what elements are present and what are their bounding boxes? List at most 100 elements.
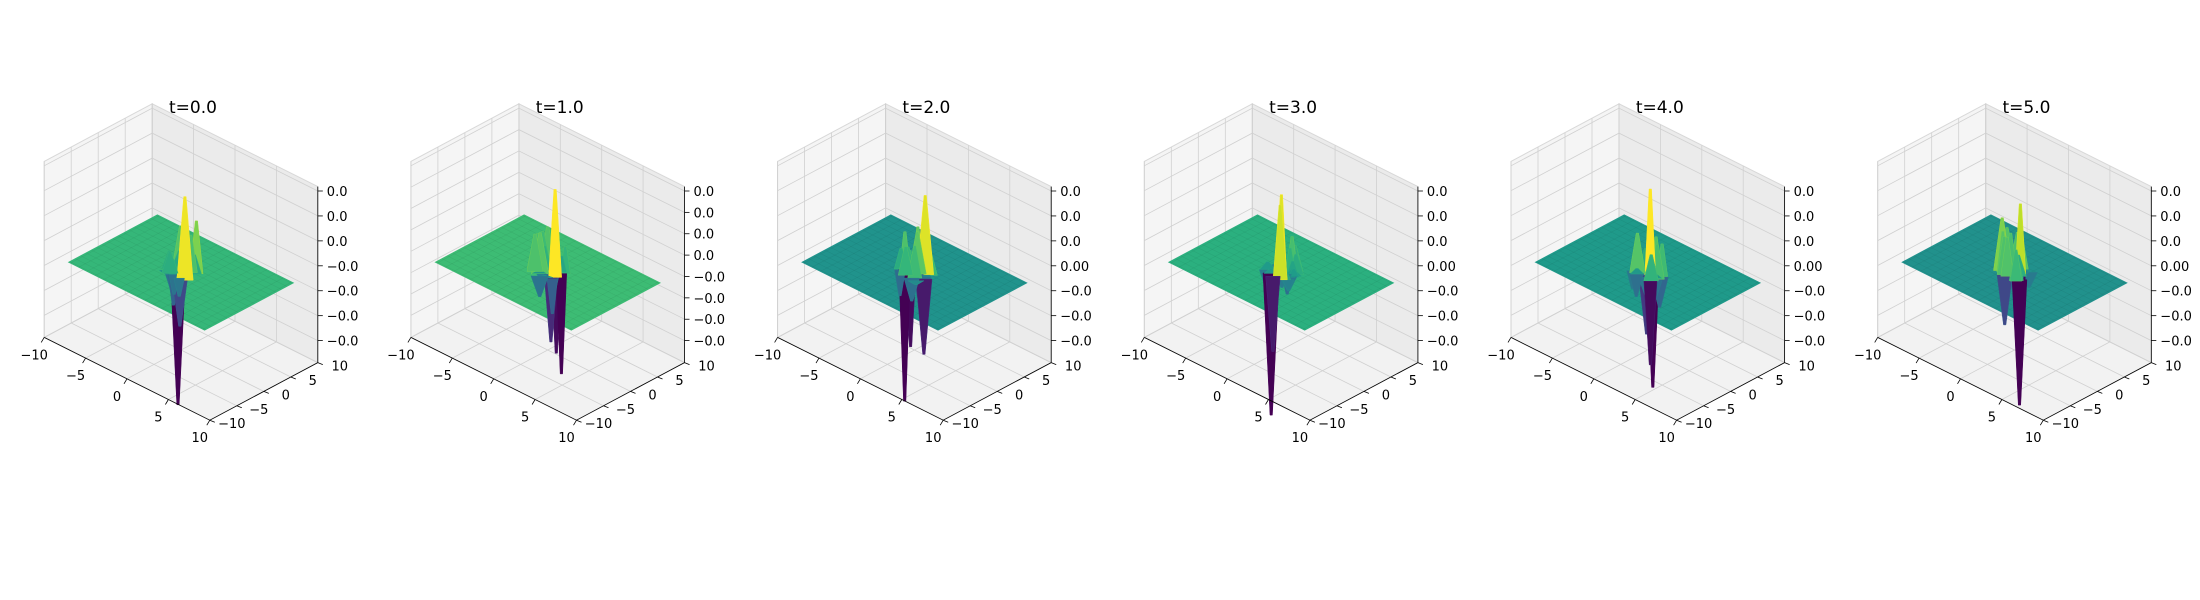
y-tick-label: 0 [1382, 388, 1390, 403]
mesh-line [1547, 255, 1684, 325]
x-tick [1140, 337, 1145, 343]
mesh-line [139, 223, 277, 293]
mesh-line [95, 227, 185, 276]
grid-line [1904, 147, 2071, 407]
grid-line [1170, 147, 1338, 407]
z-tick-label: −0.0 [694, 292, 726, 307]
x-tick [573, 419, 577, 426]
grid-line [97, 132, 264, 392]
y-tick [1390, 376, 1397, 380]
y-tick-label: 10 [1065, 360, 1082, 375]
y-tick-label: 5 [309, 374, 317, 389]
x-tick [407, 337, 412, 343]
x-tick [774, 337, 778, 343]
mesh-line [1920, 223, 2010, 272]
mesh-line [873, 223, 1010, 293]
x-tick-label: 5 [1254, 411, 1262, 426]
mesh-line [819, 252, 956, 322]
x-tick [40, 337, 45, 343]
mesh-line [458, 249, 595, 319]
grid-line [1537, 147, 1704, 407]
surface-spike [1265, 276, 1281, 352]
mesh-line [812, 219, 901, 268]
mesh-line [1973, 223, 2110, 293]
y-tick [970, 405, 976, 409]
grid-line [1144, 132, 1419, 217]
y-tick-label: −10 [951, 417, 978, 432]
mesh-line [2011, 269, 2101, 318]
mesh-line [889, 215, 1026, 284]
x-tick-label: −10 [754, 348, 781, 363]
x-tick [857, 378, 861, 385]
x-tick [123, 378, 128, 385]
grid-line [1510, 157, 1785, 242]
y-tick-label: 10 [1798, 360, 1815, 375]
mesh-line [96, 246, 233, 316]
z-tick-label: −0.0 [2160, 335, 2192, 350]
y-tick [2043, 419, 2049, 423]
mesh-line [202, 281, 292, 330]
grid-line [1877, 207, 2152, 292]
z-tick-label: −0.0 [1794, 310, 1826, 325]
y-tick-label: 0 [2115, 388, 2123, 403]
mesh-line [1617, 218, 1754, 287]
grid-line [491, 118, 658, 378]
y-tick-label: −5 [1349, 403, 1368, 418]
mesh-line [186, 273, 276, 322]
subplot-title: t=0.0 [169, 98, 217, 118]
x-tick-label: 10 [2025, 431, 2042, 446]
x-axis-line [410, 337, 577, 421]
x-tick-label: 0 [846, 390, 854, 405]
surface-spike [2009, 249, 2023, 282]
mesh-line [1989, 215, 2126, 284]
x-tick [82, 357, 86, 364]
mesh-line [70, 215, 160, 264]
subplot-title: t=2.0 [902, 98, 950, 118]
x-tick [206, 419, 211, 426]
z-tick-label: −0.0 [1060, 310, 1092, 325]
y-tick-label: 10 [332, 360, 349, 375]
y-tick-label: 10 [1432, 360, 1449, 375]
y-tick [1730, 391, 1736, 394]
y-tick-label: −5 [1716, 403, 1735, 418]
grid-line [777, 107, 1052, 192]
mesh-line [828, 227, 918, 276]
grid-line [70, 147, 237, 407]
mesh-line [1186, 223, 1276, 272]
mesh-line [86, 223, 176, 272]
grid-line [777, 182, 1052, 267]
mesh-line [1537, 215, 1626, 264]
x-tick-label: 0 [480, 390, 488, 405]
z-tick-label: −0.0 [327, 335, 359, 350]
mesh-line [1653, 273, 1742, 322]
mesh-line [1912, 219, 2001, 268]
mesh-line [463, 246, 600, 316]
subplot-1: t=1.0 −10 −5 0 5 10 −10 −5 0 5 10 0.0 0.0 0.0 0.0 −0.0 −… [387, 98, 725, 446]
grid-line [1510, 207, 1785, 292]
z-tick-label: −0.0 [327, 285, 359, 300]
grid-line [1510, 132, 1785, 217]
surface-spike [1643, 254, 1659, 282]
mesh-line [1962, 229, 2099, 299]
mesh-line [437, 215, 526, 264]
z-tick-label: −0.0 [2160, 285, 2192, 300]
grid-line [777, 157, 1052, 242]
y-axis-line [943, 362, 1052, 421]
grid-line [410, 150, 685, 235]
z-tick-label: 0.0 [1427, 235, 1448, 250]
mesh-line [1278, 269, 1367, 318]
mesh-line [1914, 255, 2051, 325]
mesh-line [552, 273, 642, 322]
y-tick-label: −5 [249, 403, 268, 418]
y-tick [997, 391, 1003, 394]
surface-spike [173, 277, 185, 297]
x-tick [1998, 399, 2003, 405]
z-tick-label: 0.00 [1060, 260, 1089, 275]
mesh-line [1606, 223, 1743, 293]
x-tick [531, 399, 536, 405]
z-tick-label: 0.0 [1794, 235, 1815, 250]
y-tick-label: 5 [1775, 374, 1783, 389]
mesh-line [1644, 269, 1734, 318]
y-tick [1336, 405, 1343, 409]
x-tick [939, 419, 944, 426]
